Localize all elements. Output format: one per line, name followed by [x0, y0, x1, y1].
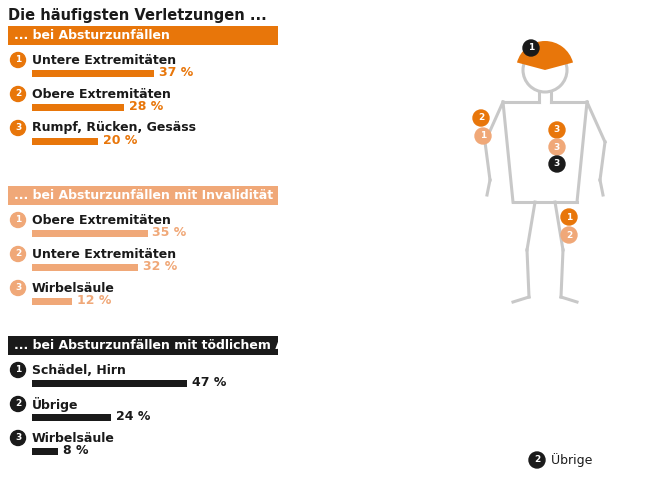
Circle shape [561, 209, 577, 225]
Text: 3: 3 [554, 125, 560, 135]
Circle shape [529, 452, 545, 468]
FancyBboxPatch shape [32, 447, 58, 454]
Text: 8 %: 8 % [64, 445, 89, 458]
Circle shape [561, 227, 577, 243]
Circle shape [10, 212, 25, 227]
FancyBboxPatch shape [32, 298, 72, 305]
Text: Wirbelsäule: Wirbelsäule [32, 431, 115, 445]
Text: ... bei Absturzunfällen: ... bei Absturzunfällen [14, 29, 170, 42]
Text: Übrige: Übrige [547, 453, 592, 467]
Text: 1: 1 [566, 212, 572, 222]
Text: Untere Extremitäten: Untere Extremitäten [32, 247, 176, 261]
FancyBboxPatch shape [32, 103, 124, 110]
Text: 37 %: 37 % [159, 66, 193, 80]
Text: 2: 2 [15, 89, 21, 99]
Circle shape [549, 122, 565, 138]
Text: 24 %: 24 % [116, 410, 151, 424]
FancyBboxPatch shape [32, 380, 187, 386]
Text: 2: 2 [15, 249, 21, 259]
Text: 32 %: 32 % [142, 261, 177, 273]
Text: Übrige: Übrige [32, 396, 79, 411]
Text: Wirbelsäule: Wirbelsäule [32, 282, 115, 294]
Circle shape [10, 86, 25, 102]
Text: ... bei Absturzunfällen mit tödlichem Ausgang: ... bei Absturzunfällen mit tödlichem Au… [14, 339, 336, 352]
Text: 47 %: 47 % [192, 377, 226, 389]
Text: 3: 3 [554, 160, 560, 168]
Text: 1: 1 [15, 56, 21, 64]
FancyBboxPatch shape [8, 186, 278, 205]
Text: 20 %: 20 % [103, 135, 137, 147]
Text: 2: 2 [534, 455, 540, 465]
Circle shape [473, 110, 489, 126]
Circle shape [10, 121, 25, 136]
Text: Die häufigsten Verletzungen ...: Die häufigsten Verletzungen ... [8, 8, 266, 23]
FancyBboxPatch shape [8, 26, 278, 45]
Text: Obere Extremitäten: Obere Extremitäten [32, 214, 171, 226]
Circle shape [10, 53, 25, 67]
Text: Rumpf, Rücken, Gesäss: Rumpf, Rücken, Gesäss [32, 122, 196, 135]
Text: 3: 3 [554, 142, 560, 151]
Wedge shape [517, 41, 573, 70]
Circle shape [10, 246, 25, 262]
Circle shape [10, 430, 25, 446]
Circle shape [10, 396, 25, 411]
Text: 3: 3 [15, 284, 21, 292]
Text: 1: 1 [480, 131, 486, 141]
Text: 28 %: 28 % [129, 101, 164, 114]
Text: ... bei Absturzunfällen mit Invalidität: ... bei Absturzunfällen mit Invalidität [14, 189, 273, 202]
FancyBboxPatch shape [32, 413, 111, 421]
FancyBboxPatch shape [32, 229, 148, 237]
Text: 35 %: 35 % [153, 226, 187, 240]
FancyBboxPatch shape [32, 264, 138, 270]
Circle shape [549, 139, 565, 155]
Circle shape [475, 128, 491, 144]
Text: 2: 2 [566, 230, 572, 240]
Text: 2: 2 [15, 400, 21, 408]
Circle shape [523, 40, 539, 56]
Text: Obere Extremitäten: Obere Extremitäten [32, 87, 171, 101]
FancyBboxPatch shape [32, 69, 154, 77]
Text: 12 %: 12 % [77, 294, 111, 307]
Circle shape [10, 281, 25, 296]
Text: 1: 1 [15, 216, 21, 224]
Text: 1: 1 [528, 43, 534, 53]
FancyBboxPatch shape [32, 138, 98, 144]
FancyBboxPatch shape [8, 336, 278, 355]
Text: 2: 2 [478, 114, 484, 122]
Text: Schädel, Hirn: Schädel, Hirn [32, 364, 126, 377]
Circle shape [549, 156, 565, 172]
Text: Untere Extremitäten: Untere Extremitäten [32, 54, 176, 66]
Text: 3: 3 [15, 123, 21, 133]
Circle shape [10, 363, 25, 378]
Text: 1: 1 [15, 366, 21, 374]
Text: 3: 3 [15, 433, 21, 443]
